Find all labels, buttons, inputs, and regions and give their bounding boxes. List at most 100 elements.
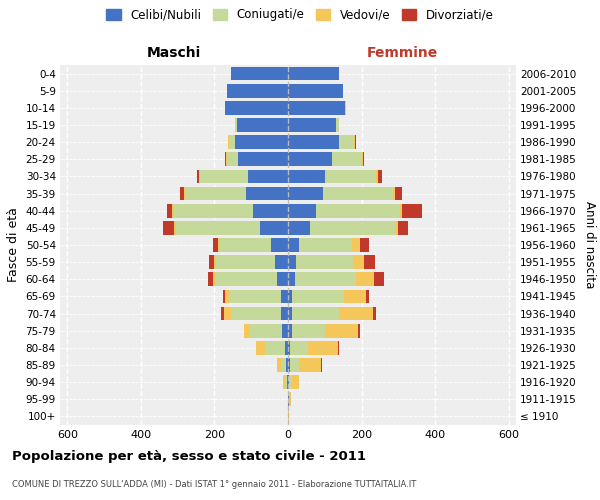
Bar — [400, 204, 402, 218]
Bar — [288, 272, 295, 286]
Bar — [174, 221, 176, 234]
Bar — [288, 84, 343, 98]
Bar — [366, 290, 369, 304]
Bar — [288, 290, 292, 304]
Bar — [172, 204, 174, 218]
Text: COMUNE DI TREZZO SULL'ADDA (MI) - Dati ISTAT 1° gennaio 2011 - Elaborazione TUTT: COMUNE DI TREZZO SULL'ADDA (MI) - Dati I… — [12, 480, 416, 489]
Bar — [402, 204, 422, 218]
Bar — [364, 256, 375, 269]
Bar — [292, 290, 344, 304]
Bar — [224, 306, 231, 320]
Bar — [288, 101, 345, 114]
Bar — [214, 256, 216, 269]
Bar — [299, 238, 352, 252]
Bar — [244, 324, 250, 338]
Bar — [218, 238, 220, 252]
Bar — [344, 290, 366, 304]
Bar — [288, 341, 290, 354]
Bar — [176, 221, 260, 234]
Bar — [223, 290, 226, 304]
Bar — [216, 272, 277, 286]
Bar — [340, 136, 354, 149]
Bar — [235, 136, 288, 149]
Bar — [225, 101, 226, 114]
Bar — [288, 324, 292, 338]
Bar — [167, 204, 172, 218]
Bar — [296, 256, 353, 269]
Bar — [321, 358, 322, 372]
Bar — [288, 118, 336, 132]
Bar — [395, 186, 402, 200]
Bar — [289, 376, 292, 389]
Bar — [285, 376, 287, 389]
Bar — [373, 306, 376, 320]
Bar — [283, 376, 285, 389]
Bar — [288, 136, 340, 149]
Bar — [325, 324, 358, 338]
Bar — [316, 204, 400, 218]
Bar — [197, 170, 199, 183]
Bar — [229, 290, 281, 304]
Bar — [185, 186, 246, 200]
Y-axis label: Fasce di età: Fasce di età — [7, 208, 20, 282]
Bar — [184, 186, 185, 200]
Bar — [308, 341, 338, 354]
Bar — [260, 221, 288, 234]
Bar — [163, 221, 174, 234]
Bar — [286, 358, 288, 372]
Bar — [236, 118, 288, 132]
Bar — [235, 118, 236, 132]
Bar — [358, 324, 360, 338]
Bar — [398, 221, 407, 234]
Bar — [285, 341, 288, 354]
Bar — [352, 238, 360, 252]
Bar — [340, 306, 373, 320]
Bar — [227, 84, 288, 98]
Bar — [323, 186, 393, 200]
Bar — [288, 221, 310, 234]
Bar — [288, 306, 292, 320]
Bar — [229, 136, 235, 149]
Bar — [226, 101, 288, 114]
Bar — [226, 290, 229, 304]
Bar — [393, 186, 395, 200]
Bar — [290, 358, 299, 372]
Bar — [292, 306, 340, 320]
Bar — [295, 272, 356, 286]
Bar — [310, 221, 395, 234]
Bar — [281, 290, 288, 304]
Bar — [271, 238, 288, 252]
Bar — [174, 204, 253, 218]
Bar — [353, 256, 364, 269]
Bar — [299, 358, 321, 372]
Bar — [288, 376, 289, 389]
Bar — [288, 152, 332, 166]
Bar — [292, 376, 299, 389]
Bar — [275, 256, 288, 269]
Bar — [231, 306, 281, 320]
Bar — [180, 186, 184, 200]
Bar — [227, 152, 238, 166]
Text: Femmine: Femmine — [367, 46, 437, 60]
Bar — [220, 238, 271, 252]
Legend: Celibi/Nubili, Coniugati/e, Vedovi/e, Divorziati/e: Celibi/Nubili, Coniugati/e, Vedovi/e, Di… — [104, 6, 496, 24]
Bar — [253, 204, 288, 218]
Bar — [356, 272, 374, 286]
Bar — [345, 101, 346, 114]
Bar — [288, 256, 296, 269]
Bar — [355, 136, 356, 149]
Bar — [277, 358, 281, 372]
Bar — [374, 272, 383, 286]
Bar — [225, 152, 226, 166]
Bar — [288, 204, 316, 218]
Bar — [378, 170, 382, 183]
Bar — [292, 324, 325, 338]
Bar — [227, 136, 229, 149]
Bar — [362, 152, 364, 166]
Y-axis label: Anni di nascita: Anni di nascita — [583, 202, 596, 288]
Bar — [360, 238, 369, 252]
Bar — [287, 376, 288, 389]
Bar — [231, 66, 288, 80]
Bar — [277, 272, 288, 286]
Bar — [199, 170, 200, 183]
